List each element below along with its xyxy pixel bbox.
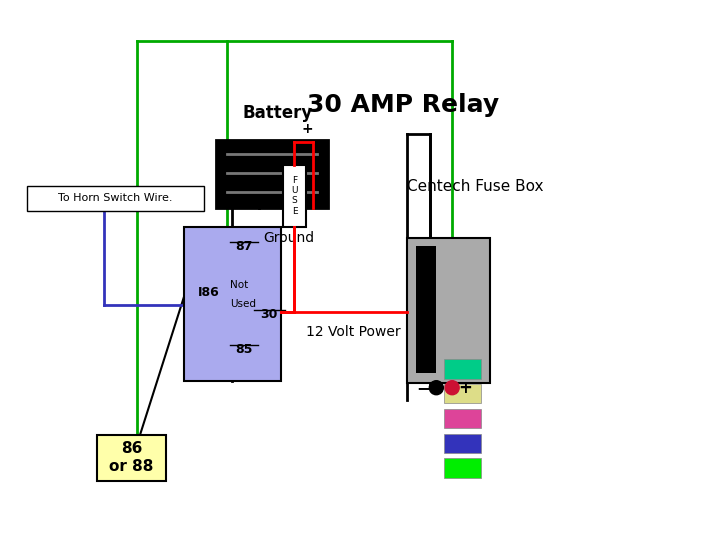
FancyBboxPatch shape [216,140,328,208]
Circle shape [445,381,459,395]
Text: +: + [302,122,313,136]
Text: 30: 30 [261,308,278,321]
Text: 30 AMP Relay: 30 AMP Relay [307,93,499,117]
FancyBboxPatch shape [444,359,481,379]
Text: 87: 87 [235,240,253,253]
Text: +: + [458,379,472,397]
FancyBboxPatch shape [444,434,481,453]
FancyBboxPatch shape [416,246,436,373]
FancyBboxPatch shape [444,458,481,478]
Text: To Horn Switch Wire.: To Horn Switch Wire. [58,193,173,204]
Text: Used: Used [230,299,256,309]
Text: 12 Volt Power: 12 Volt Power [306,325,400,339]
Text: −: − [416,379,431,397]
Text: Centech Fuse Box: Centech Fuse Box [407,179,544,194]
Text: Battery: Battery [242,104,312,123]
FancyBboxPatch shape [444,409,481,428]
Text: F
U
S
E: F U S E [291,176,298,216]
FancyBboxPatch shape [97,435,166,481]
Text: Ground: Ground [263,231,314,245]
FancyBboxPatch shape [283,165,306,227]
Text: Not: Not [230,280,248,291]
Circle shape [429,381,444,395]
Text: 86
or 88: 86 or 88 [109,442,153,474]
FancyBboxPatch shape [444,384,481,403]
FancyBboxPatch shape [407,238,490,383]
Text: I86: I86 [198,287,220,300]
FancyBboxPatch shape [184,227,281,381]
FancyBboxPatch shape [27,186,204,211]
Text: 85: 85 [235,343,253,356]
